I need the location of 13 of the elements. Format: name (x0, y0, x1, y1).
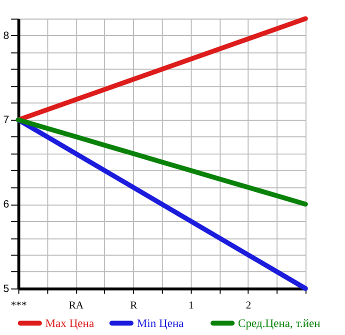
x-tick-label: 1 (188, 300, 194, 312)
y-tick-label: 7 (3, 114, 10, 126)
legend-label: Min Цена (136, 317, 184, 330)
y-tick-label: 6 (3, 198, 10, 211)
y-tick-label: 8 (3, 30, 10, 42)
legend-label: Сред.Цена, т.йен (238, 317, 320, 330)
y-tick-label: 5 (3, 282, 10, 295)
x-tick-label: 2 (246, 300, 252, 312)
x-tick-label: *** (10, 300, 27, 312)
legend-label: Max Цена (45, 317, 94, 330)
line-series (16, 117, 308, 207)
x-tick-label: RA (68, 300, 84, 312)
x-tick-label: R (130, 300, 138, 312)
